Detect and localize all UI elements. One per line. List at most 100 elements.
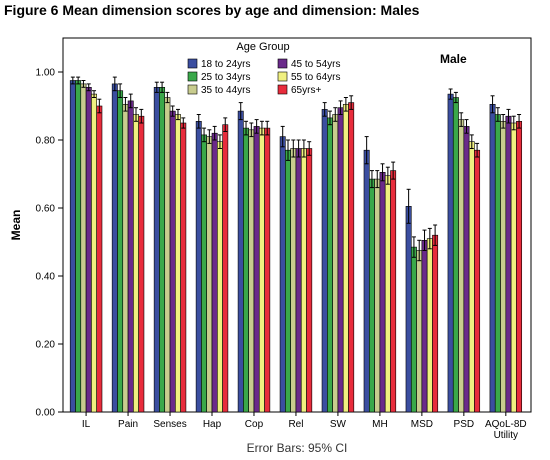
y-tick-label: 1.00 xyxy=(36,68,56,79)
bar xyxy=(390,170,397,413)
bar xyxy=(180,122,187,413)
bar xyxy=(505,115,512,413)
y-axis-title: Mean xyxy=(9,210,23,241)
legend-swatch xyxy=(187,84,198,95)
bar xyxy=(253,126,260,413)
bar xyxy=(138,115,145,413)
bar xyxy=(295,148,302,413)
panel-label: Male xyxy=(440,52,467,66)
bar xyxy=(510,122,517,413)
bar xyxy=(348,102,355,413)
bar xyxy=(285,149,291,413)
bar xyxy=(290,148,297,413)
legend-entry: 45 to 54yrs xyxy=(291,59,340,70)
bars xyxy=(69,80,523,413)
bar xyxy=(222,124,229,413)
bar xyxy=(384,175,391,413)
bar xyxy=(306,148,313,413)
x-tick-label: SW xyxy=(330,419,347,430)
y-tick-label: 0.80 xyxy=(36,136,56,147)
bar xyxy=(258,127,265,413)
bar xyxy=(447,93,454,413)
bar xyxy=(516,121,523,413)
bar xyxy=(243,127,249,413)
bar xyxy=(363,149,370,413)
legend-entry: 65yrs+ xyxy=(291,85,321,96)
bar xyxy=(463,126,470,413)
bar xyxy=(195,121,202,413)
bar xyxy=(332,114,339,413)
bar xyxy=(169,110,176,413)
x-tick-label: IL xyxy=(82,419,91,430)
bar xyxy=(279,136,286,413)
legend-swatch xyxy=(187,58,198,69)
y-axis: 0.00 0.20 0.40 0.60 0.80 1.00 xyxy=(36,68,63,419)
bar xyxy=(80,83,87,413)
x-tick-label: MH xyxy=(372,419,388,430)
bar xyxy=(164,97,171,413)
bar xyxy=(374,178,381,413)
bar xyxy=(91,93,97,413)
bar xyxy=(474,149,481,413)
x-tick-label: PSD xyxy=(454,419,475,430)
legend-entry: 18 to 24yrs xyxy=(201,59,250,70)
bar xyxy=(85,87,92,413)
legend-swatch xyxy=(277,84,288,95)
bar xyxy=(133,114,139,413)
bar xyxy=(175,114,181,413)
bar xyxy=(421,240,428,413)
bar xyxy=(337,107,344,413)
bar xyxy=(368,178,375,413)
bar xyxy=(426,238,433,413)
y-tick-label: 0.60 xyxy=(36,204,56,215)
bar xyxy=(211,132,218,413)
legend-entry: 35 to 44yrs xyxy=(201,85,250,96)
footnote: Error Bars: 95% CI xyxy=(247,441,348,455)
bar xyxy=(122,104,129,413)
bar xyxy=(264,127,271,413)
bar xyxy=(237,110,244,413)
bar xyxy=(248,129,255,413)
bar xyxy=(206,136,213,413)
bar xyxy=(379,172,386,413)
bar xyxy=(201,134,208,413)
bar xyxy=(96,105,103,413)
x-tick-label: AQoL-8D Utility xyxy=(485,419,527,441)
y-tick-label: 0.20 xyxy=(36,340,56,351)
x-tick-label: Hap xyxy=(203,419,222,430)
bar xyxy=(327,117,333,413)
bar xyxy=(75,80,82,413)
legend-swatch xyxy=(277,58,288,69)
legend: Age Group 18 to 24yrs 25 to 34yrs 35 to 44… xyxy=(187,41,340,96)
bar xyxy=(153,87,160,413)
legend-entry: 25 to 34yrs xyxy=(201,72,250,83)
x-tick-label: Cop xyxy=(245,419,264,430)
bar xyxy=(300,148,307,413)
x-tick-label: Pain xyxy=(118,419,138,430)
bar xyxy=(217,141,223,413)
x-tick-label: Rel xyxy=(288,419,303,430)
bar xyxy=(494,114,501,413)
y-tick-label: 0.40 xyxy=(36,272,56,283)
bar xyxy=(432,234,439,413)
bar xyxy=(117,90,124,413)
bar xyxy=(452,97,459,413)
bar xyxy=(321,109,328,413)
x-tick-label: Senses xyxy=(153,419,186,430)
legend-swatch xyxy=(187,71,198,82)
bar xyxy=(500,121,507,413)
figure-title: Figure 6 Mean dimension scores by age an… xyxy=(4,2,420,18)
bar xyxy=(410,246,417,413)
bar xyxy=(489,104,496,413)
legend-title: Age Group xyxy=(236,41,289,53)
error-bars xyxy=(70,76,522,262)
x-tick-label: MSD xyxy=(411,419,433,430)
bar xyxy=(458,119,465,413)
bar xyxy=(342,104,349,413)
bar xyxy=(468,141,475,413)
bar xyxy=(69,80,76,413)
bar xyxy=(159,87,166,413)
bar xyxy=(127,100,134,413)
bar xyxy=(405,206,412,413)
